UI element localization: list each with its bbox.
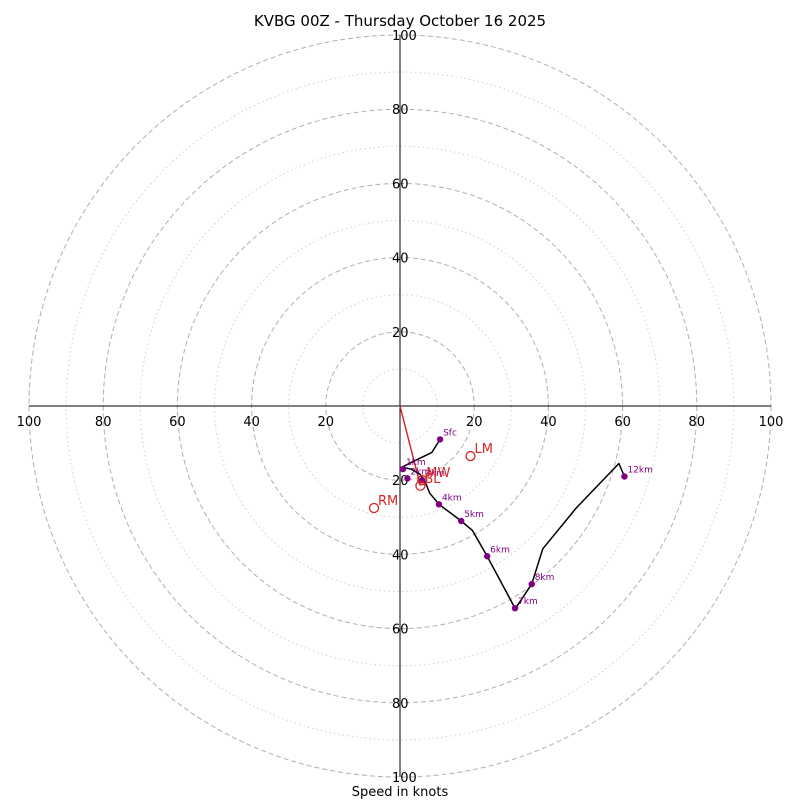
y-tick-label: 100 [392, 29, 417, 44]
height-point [435, 501, 443, 508]
x-tick-label: 60 [169, 415, 186, 430]
storm-point [415, 480, 426, 491]
storm-point [368, 502, 380, 514]
height-label: Sfc [443, 428, 457, 438]
height-point [399, 465, 407, 473]
x-tick-label: 100 [17, 415, 42, 430]
storm-label: LM [474, 442, 492, 457]
storm-point [465, 450, 476, 462]
y-tick-label: 60 [392, 623, 409, 638]
y-tick-label: 80 [392, 103, 409, 118]
x-tick-label: 20 [466, 415, 483, 430]
height-point [483, 553, 491, 560]
x-tick-label: 20 [318, 415, 335, 430]
y-tick-label: 80 [392, 697, 409, 712]
x-tick-label: 100 [759, 415, 784, 430]
height-label: 6km [490, 545, 510, 555]
storm-label: BL [424, 472, 441, 487]
height-point [404, 475, 411, 482]
x-tick-label: 40 [540, 415, 557, 430]
height-point [528, 580, 535, 588]
x-tick-label: 80 [95, 415, 112, 430]
height-point [511, 604, 519, 612]
height-label: 2km [410, 467, 430, 477]
y-tick-label: 60 [392, 177, 409, 192]
chart-title: KVBG 00Z - Thursday October 16 2025 [254, 12, 546, 30]
y-tick-label: 20 [392, 326, 409, 341]
height-label: 7km [518, 597, 538, 607]
storm-label: MW [426, 466, 450, 481]
storm-label: RM [378, 494, 398, 509]
height-point [436, 436, 444, 443]
x-tick-label: 60 [614, 415, 631, 430]
height-label: 5km [464, 510, 484, 520]
y-tick-label: 40 [392, 548, 409, 563]
x-axis-label: Speed in knots [352, 785, 449, 800]
height-label: 3km [425, 469, 445, 479]
y-tick-label: 100 [392, 771, 417, 786]
height-label: 4km [442, 493, 462, 503]
storm-point [417, 475, 428, 486]
x-tick-label: 40 [243, 415, 260, 430]
height-label: 8km [535, 573, 555, 583]
height-label: 12km [627, 465, 652, 475]
tick-labels: 100 80 60 40 20 20 40 60 80 100100806040202040608… [17, 29, 784, 786]
height-label: 1km [406, 458, 426, 468]
hodograph-trace-line [401, 438, 626, 609]
wind-trace [399, 405, 626, 609]
height-point [458, 517, 465, 525]
y-tick-label: 40 [392, 252, 409, 267]
height-point [621, 473, 628, 480]
x-tick-label: 80 [689, 415, 706, 430]
